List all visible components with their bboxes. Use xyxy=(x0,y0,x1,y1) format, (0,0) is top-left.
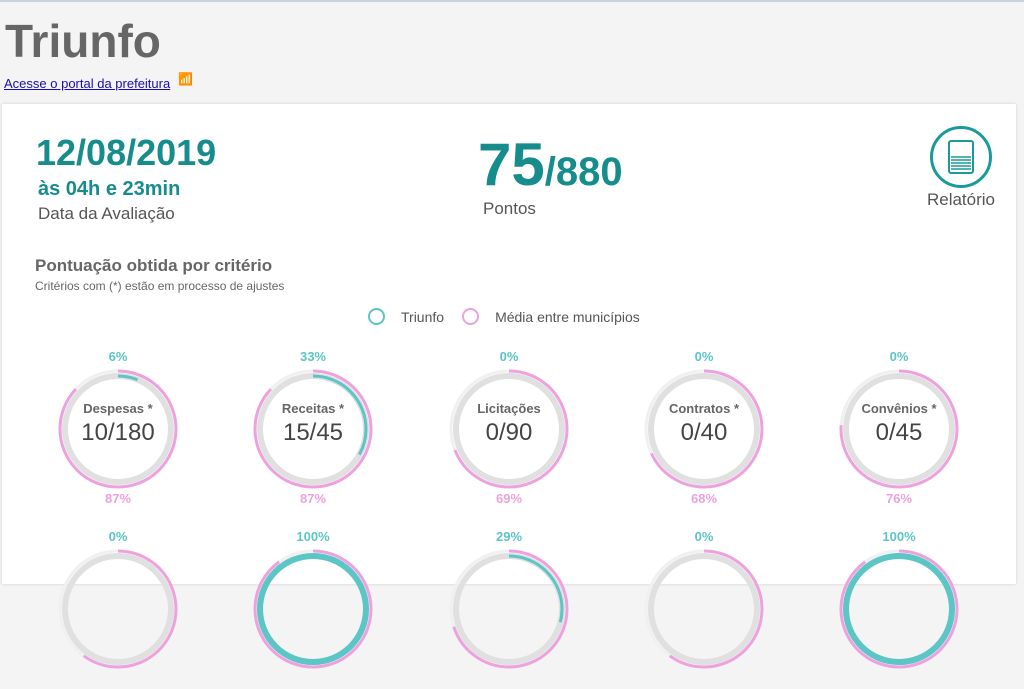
city-track xyxy=(843,373,955,485)
criterion-score: 10/180 xyxy=(81,419,155,446)
criterion-name: Despesas * xyxy=(83,401,153,416)
ring: Licitações 0/90 xyxy=(447,367,571,491)
ring xyxy=(837,547,961,671)
average-arc xyxy=(253,369,373,489)
criterion-name: Convênios * xyxy=(861,401,937,416)
ring: Despesas * 10/180 xyxy=(56,367,180,491)
city-percent: 29% xyxy=(495,529,523,544)
criterion-score: 0/90 xyxy=(485,419,533,446)
average-percent: 76% xyxy=(885,491,913,506)
score-points: 75 xyxy=(478,131,545,198)
average-arc xyxy=(58,369,178,489)
score-total: /880 xyxy=(544,150,623,194)
section-title: Pontuação obtida por critério xyxy=(35,256,273,275)
average-percent: 68% xyxy=(690,491,718,506)
city-percent: 0% xyxy=(694,529,714,544)
score: 75/880 xyxy=(478,130,623,199)
ring xyxy=(642,547,766,671)
city-percent: 100% xyxy=(882,529,916,544)
evaluation-date-label: Data da Avaliação xyxy=(38,204,175,223)
average-percent: 87% xyxy=(299,491,327,506)
average-percent xyxy=(429,671,589,689)
average-percent xyxy=(819,671,979,689)
ring xyxy=(56,547,180,671)
criterion-score: 0/40 xyxy=(680,419,728,446)
city-track xyxy=(648,373,760,485)
average-arc xyxy=(644,369,764,489)
average-percent: 87% xyxy=(104,491,132,506)
ring: Contratos * 0/40 xyxy=(642,367,766,491)
average-arc xyxy=(839,549,959,669)
portal-link[interactable]: Acesse o portal da prefeitura xyxy=(4,76,171,91)
average-arc xyxy=(839,369,959,489)
city-arc xyxy=(258,374,368,484)
city-arc xyxy=(257,553,369,665)
average-percent xyxy=(624,671,784,689)
criterion-gauge: 33% Receitas * 15/45 87% xyxy=(233,349,393,509)
evaluation-time: às 04h e 23min xyxy=(38,178,181,200)
city-arc xyxy=(843,553,955,665)
criterion-gauge: 0% xyxy=(624,529,784,689)
wifi-icon: 📶 xyxy=(178,72,193,86)
city-percent: 0% xyxy=(694,349,714,364)
legend-city-marker xyxy=(368,308,385,325)
legend: Triunfo Média entre municípios xyxy=(368,308,640,325)
criterion-score: 15/45 xyxy=(282,419,344,446)
city-percent: 0% xyxy=(108,529,128,544)
ring xyxy=(447,547,571,671)
criterion-gauge: 0% xyxy=(38,529,198,689)
evaluation-date: 12/08/2019 xyxy=(36,132,217,173)
report-button[interactable]: Relatório xyxy=(920,126,1002,210)
city-percent: 100% xyxy=(296,529,330,544)
criterion-gauge: 0% Contratos * 0/40 68% xyxy=(624,349,784,509)
city-arc xyxy=(63,374,173,484)
city-percent: 0% xyxy=(499,349,519,364)
ring: Convênios * 0/45 xyxy=(837,367,961,491)
criterion-name: Licitações xyxy=(477,401,541,416)
average-percent xyxy=(233,671,393,689)
ring xyxy=(251,547,375,671)
document-icon xyxy=(930,126,992,188)
criterion-gauge: 29% xyxy=(429,529,589,689)
average-arc xyxy=(449,369,569,489)
legend-average: Média entre municípios xyxy=(495,308,640,325)
legend-average-marker xyxy=(462,308,480,325)
legend-city: Triunfo xyxy=(401,308,445,325)
criterion-score: 0/45 xyxy=(875,419,923,446)
criterion-gauge: 6% Despesas * 10/180 87% xyxy=(38,349,198,509)
city-track xyxy=(648,553,760,665)
ring: Receitas * 15/45 xyxy=(251,367,375,491)
criterion-gauge: 100% xyxy=(233,529,393,689)
city-percent: 33% xyxy=(299,349,327,364)
city-percent: 0% xyxy=(889,349,909,364)
city-track xyxy=(62,553,174,665)
criterion-gauge: 0% Licitações 0/90 69% xyxy=(429,349,589,509)
evaluation-card: 12/08/2019 às 04h e 23min Data da Avalia… xyxy=(2,104,1016,669)
score-label: Pontos xyxy=(483,199,536,218)
average-percent xyxy=(38,671,198,689)
criterion-gauge: 0% Convênios * 0/45 76% xyxy=(819,349,979,509)
report-label: Relatório xyxy=(926,190,996,209)
average-arc xyxy=(253,549,373,669)
city-track xyxy=(453,373,565,485)
city-percent: 6% xyxy=(108,349,128,364)
criterion-name: Receitas * xyxy=(281,401,345,416)
section-subtitle: Critérios com (*) estão em processo de a… xyxy=(35,279,285,293)
criterion-gauge: 100% xyxy=(819,529,979,689)
average-percent: 69% xyxy=(495,491,523,506)
city-title: Triunfo xyxy=(5,15,161,67)
criterion-name: Contratos * xyxy=(668,401,740,416)
